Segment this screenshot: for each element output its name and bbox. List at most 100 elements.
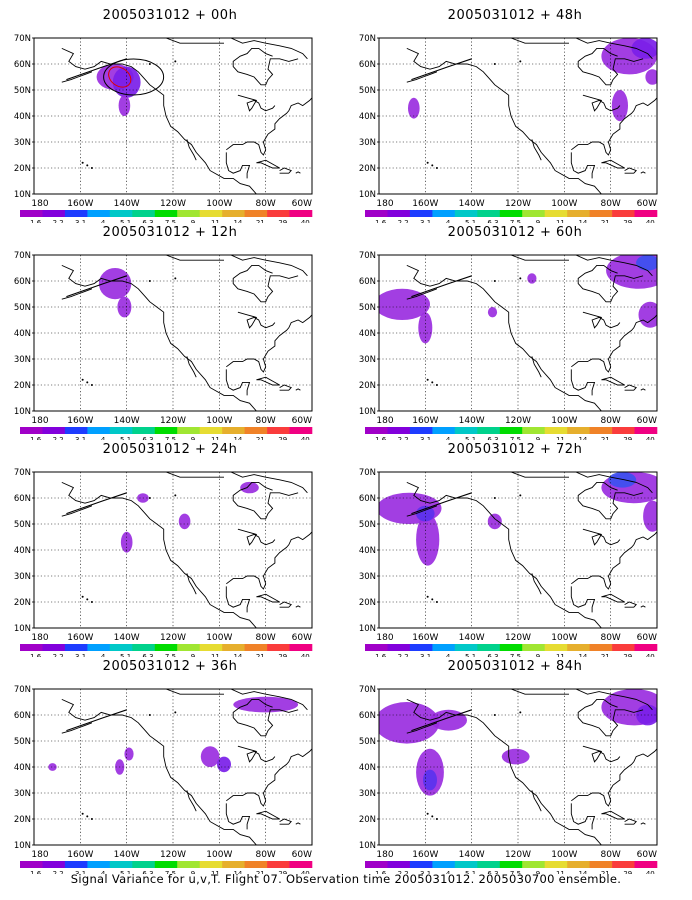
colorbar-label: 1.6 xyxy=(375,653,387,657)
colorbar-swatch xyxy=(87,861,111,868)
graticule xyxy=(34,472,312,628)
variance-blob xyxy=(638,301,657,328)
colorbar-label: 5.1 xyxy=(120,219,131,223)
colorbar-swatch xyxy=(387,861,411,868)
lat-tick-label: 20N xyxy=(359,815,376,825)
colorbar-swatch xyxy=(64,210,88,217)
colorbar-swatch xyxy=(154,644,178,651)
colorbar-label: 40 xyxy=(646,653,655,657)
colorbar-label: 21 xyxy=(601,436,610,440)
colorbar-label: 5.1 xyxy=(120,436,131,440)
colorbar-swatch xyxy=(132,427,156,434)
lon-tick-label: 80W xyxy=(600,199,620,209)
lat-tick-label: 70N xyxy=(359,685,376,695)
colorbar-swatch xyxy=(154,861,178,868)
colorbar-label: 21 xyxy=(256,219,265,223)
colorbar-swatch xyxy=(289,210,313,217)
variance-blob xyxy=(120,531,133,553)
colorbar-swatch xyxy=(177,861,200,868)
colorbar-label: 4 xyxy=(101,653,106,657)
colorbar-swatch xyxy=(87,427,111,434)
colorbar-swatch xyxy=(365,644,388,651)
colorbar-swatch xyxy=(612,210,635,217)
lon-tick-label: 140W xyxy=(114,633,140,643)
colorbar-swatch xyxy=(567,210,590,217)
target-region-circle xyxy=(103,58,165,96)
panel-title: 2005031012 + 84h xyxy=(447,659,583,674)
variance-blob xyxy=(217,756,231,773)
colorbar-label: 11 xyxy=(211,870,220,874)
colorbar-label: 6.3 xyxy=(142,436,153,440)
colorbar-label: 21 xyxy=(256,653,265,657)
colorbar-swatch xyxy=(154,427,178,434)
colorbar-label: 7.5 xyxy=(510,870,521,874)
colorbar-swatch xyxy=(612,644,635,651)
colorbar-label: 21 xyxy=(601,219,610,223)
graticule xyxy=(379,472,657,628)
colorbar-swatch xyxy=(432,644,456,651)
colorbar-label: 4 xyxy=(446,436,451,440)
colorbar-swatch xyxy=(244,210,268,217)
colorbar-swatch xyxy=(499,861,523,868)
colorbar-swatch xyxy=(387,210,411,217)
colorbar-swatch xyxy=(612,861,635,868)
lon-tick-label: 120W xyxy=(160,633,186,643)
colorbar-swatch xyxy=(432,210,456,217)
lat-tick-label: 20N xyxy=(359,598,376,608)
colorbar-swatch xyxy=(634,210,658,217)
coastline xyxy=(406,472,657,628)
target-region-circle-red xyxy=(108,66,132,88)
colorbar-swatch xyxy=(244,861,268,868)
lat-tick-label: 60N xyxy=(359,277,376,287)
colorbar-swatch xyxy=(522,861,545,868)
colorbar: 1.6 2.2 3.1 4 5.1 6.3 7.5 9 11 14 21 29 40 xyxy=(365,861,658,874)
variance-blob xyxy=(636,255,657,271)
colorbar-label: 40 xyxy=(301,870,310,874)
panel-title: 2005031012 + 48h xyxy=(447,8,583,23)
colorbar-swatch xyxy=(267,427,290,434)
colorbar-swatch xyxy=(42,644,66,651)
colorbar-label: 40 xyxy=(646,870,655,874)
lon-tick-label: 100W xyxy=(551,199,577,209)
variance-blob xyxy=(645,69,657,85)
colorbar-swatch xyxy=(267,644,290,651)
colorbar-swatch xyxy=(544,644,568,651)
colorbar: 1.6 2.2 3.1 4 5.1 6.3 7.5 9 11 14 21 29 40 xyxy=(20,210,313,223)
lat-tick-label: 30N xyxy=(359,789,376,799)
colorbar-label: 29 xyxy=(623,870,632,874)
colorbar-swatch xyxy=(109,861,133,868)
colorbar-label: 3.1 xyxy=(420,219,431,223)
colorbar-label: 5.1 xyxy=(120,653,131,657)
lat-tick-label: 30N xyxy=(359,138,376,148)
colorbar-swatch xyxy=(20,644,43,651)
lat-tick-label: 70N xyxy=(14,685,31,695)
colorbar-label: 11 xyxy=(211,219,220,223)
colorbar-label: 6.3 xyxy=(142,219,153,223)
colorbar-swatch xyxy=(289,861,313,868)
variance-blob xyxy=(48,763,57,771)
coastline xyxy=(61,472,312,628)
map-panel-p84: 2005031012 + 84h 70N 60N 50N 40N 30N 20N 10N 180… xyxy=(345,659,665,874)
lat-tick-label: 60N xyxy=(14,60,31,70)
lon-tick-label: 140W xyxy=(459,416,485,426)
colorbar-label: 1.6 xyxy=(30,219,42,223)
lat-tick-label: 10N xyxy=(14,624,31,634)
lat-tick-label: 60N xyxy=(14,494,31,504)
colorbar-swatch xyxy=(612,427,635,434)
colorbar-label: 14 xyxy=(233,219,242,223)
colorbar-label: 9 xyxy=(536,653,540,657)
colorbar-label: 7.5 xyxy=(510,653,521,657)
lon-tick-label: 180 xyxy=(31,850,48,860)
lon-tick-label: 60W xyxy=(292,633,312,643)
lat-tick-label: 70N xyxy=(359,468,376,478)
colorbar-label: 40 xyxy=(646,219,655,223)
colorbar-swatch xyxy=(477,210,501,217)
colorbar-swatch xyxy=(222,427,245,434)
colorbar-label: 4 xyxy=(446,219,451,223)
lon-tick-label: 100W xyxy=(551,416,577,426)
lon-tick-label: 80W xyxy=(255,633,275,643)
colorbar: 1.6 2.2 3.1 4 5.1 6.3 7.5 9 11 14 21 29 40 xyxy=(365,427,658,440)
colorbar-label: 2.2 xyxy=(53,653,64,657)
colorbar-label: 9 xyxy=(191,436,195,440)
lon-tick-label: 120W xyxy=(160,416,186,426)
